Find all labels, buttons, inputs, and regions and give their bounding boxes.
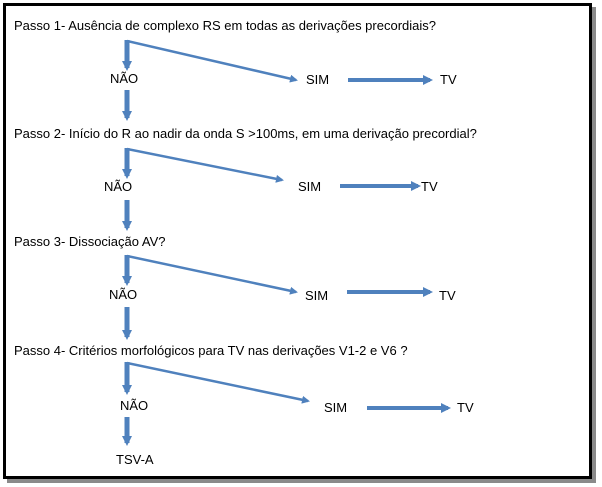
step4-diagonal-arrow (126, 361, 310, 404)
step1-result-label: TV (440, 72, 457, 87)
step2-no-label: NÃO (104, 179, 133, 194)
step3-question: Passo 3- Dissociação AV? (14, 234, 166, 249)
step2-question: Passo 2- Início do R ao nadir da onda S … (14, 126, 477, 141)
step1-question: Passo 1- Ausência de complexo RS em toda… (14, 18, 436, 33)
step3-no-label: NÃO (109, 287, 138, 302)
step4-yes-label: SIM (324, 400, 348, 415)
step1-no-label: NÃO (110, 71, 139, 86)
step3-result-label: TV (439, 288, 456, 303)
step4-result-label: TV (457, 400, 474, 415)
step3-yes-label: SIM (305, 288, 329, 303)
step2-result-label: TV (421, 179, 438, 194)
step2-yes-label: SIM (298, 179, 322, 194)
step2-diagonal-arrow (126, 147, 284, 183)
step3-diagonal-arrow (126, 254, 298, 295)
final-result-label: TSV-A (116, 452, 154, 467)
step1-diagonal-arrow (126, 39, 298, 83)
step4-no-label: NÃO (120, 398, 149, 413)
step1-yes-label: SIM (306, 72, 330, 87)
step4-question: Passo 4- Critérios morfológicos para TV … (14, 343, 408, 358)
